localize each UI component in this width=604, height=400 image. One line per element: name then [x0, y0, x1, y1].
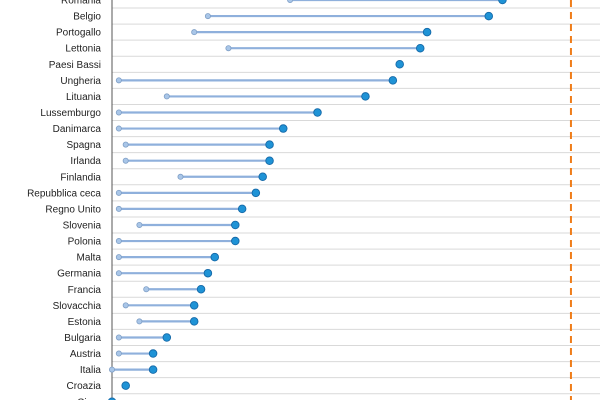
start-point — [191, 29, 198, 36]
start-point — [122, 157, 129, 164]
category-label: Spagna — [67, 140, 102, 151]
start-point — [115, 125, 122, 132]
category-label: Estonia — [68, 317, 102, 328]
start-point — [163, 93, 170, 100]
end-point — [279, 124, 288, 133]
end-point — [108, 397, 116, 400]
category-label: Polonia — [68, 237, 102, 248]
category-label: Danimarca — [53, 124, 102, 135]
category-label: Finlandia — [60, 172, 101, 183]
start-point — [115, 238, 122, 245]
category-label: Malta — [77, 253, 102, 264]
end-point — [196, 285, 206, 294]
category-label: Germania — [57, 269, 101, 280]
start-point — [115, 205, 122, 212]
end-point — [121, 381, 130, 390]
end-point — [210, 252, 219, 262]
category-label: Romania — [61, 0, 101, 7]
end-point — [388, 76, 398, 85]
end-point — [265, 140, 274, 149]
start-point — [143, 286, 150, 293]
category-label: Italia — [80, 365, 102, 376]
end-point — [395, 60, 404, 69]
category-label: Lettonia — [65, 44, 101, 55]
start-point — [122, 302, 129, 309]
end-point — [237, 204, 247, 214]
category-label: Belgio — [73, 12, 101, 23]
category-label: Paesi Bassi — [49, 60, 101, 71]
category-label: Lussemburgo — [40, 108, 101, 119]
category-label: Regno Unito — [45, 204, 101, 215]
category-label: Cipro — [77, 397, 101, 400]
start-point — [136, 221, 143, 228]
end-point — [162, 333, 172, 342]
category-label: Bulgaria — [64, 333, 101, 344]
start-point — [115, 189, 122, 196]
end-point — [258, 172, 267, 182]
category-label: Slovacchia — [53, 301, 102, 312]
end-point — [416, 43, 425, 53]
end-point — [203, 268, 213, 278]
start-point — [109, 366, 116, 373]
start-point — [225, 45, 232, 52]
start-point — [136, 318, 143, 325]
category-label: Austria — [70, 349, 102, 360]
end-point — [265, 156, 274, 165]
end-point — [313, 108, 322, 117]
category-label: Lituania — [66, 92, 101, 103]
end-point — [189, 301, 199, 310]
end-point — [148, 365, 158, 374]
category-label: Francia — [68, 285, 102, 296]
start-point — [115, 77, 122, 84]
start-point — [115, 254, 122, 261]
category-label: Portogallo — [56, 28, 101, 39]
category-label: Repubblica ceca — [27, 188, 101, 199]
category-label: Croazia — [67, 381, 102, 392]
start-point — [115, 350, 122, 357]
category-label: Slovenia — [63, 220, 102, 231]
start-point — [115, 109, 122, 116]
start-point — [177, 173, 184, 180]
start-point — [115, 270, 122, 277]
end-point — [422, 27, 432, 37]
end-point — [251, 188, 261, 198]
end-point — [189, 317, 199, 326]
end-point — [498, 0, 507, 5]
start-point — [204, 13, 211, 20]
start-point — [115, 334, 122, 341]
end-point — [361, 92, 370, 101]
start-point — [287, 0, 294, 3]
end-point — [231, 236, 240, 246]
end-point — [148, 349, 158, 358]
category-label: Irlanda — [70, 156, 101, 167]
start-point — [122, 141, 129, 148]
end-point — [484, 11, 494, 21]
end-point — [231, 220, 240, 230]
category-label: Ungheria — [60, 76, 101, 87]
